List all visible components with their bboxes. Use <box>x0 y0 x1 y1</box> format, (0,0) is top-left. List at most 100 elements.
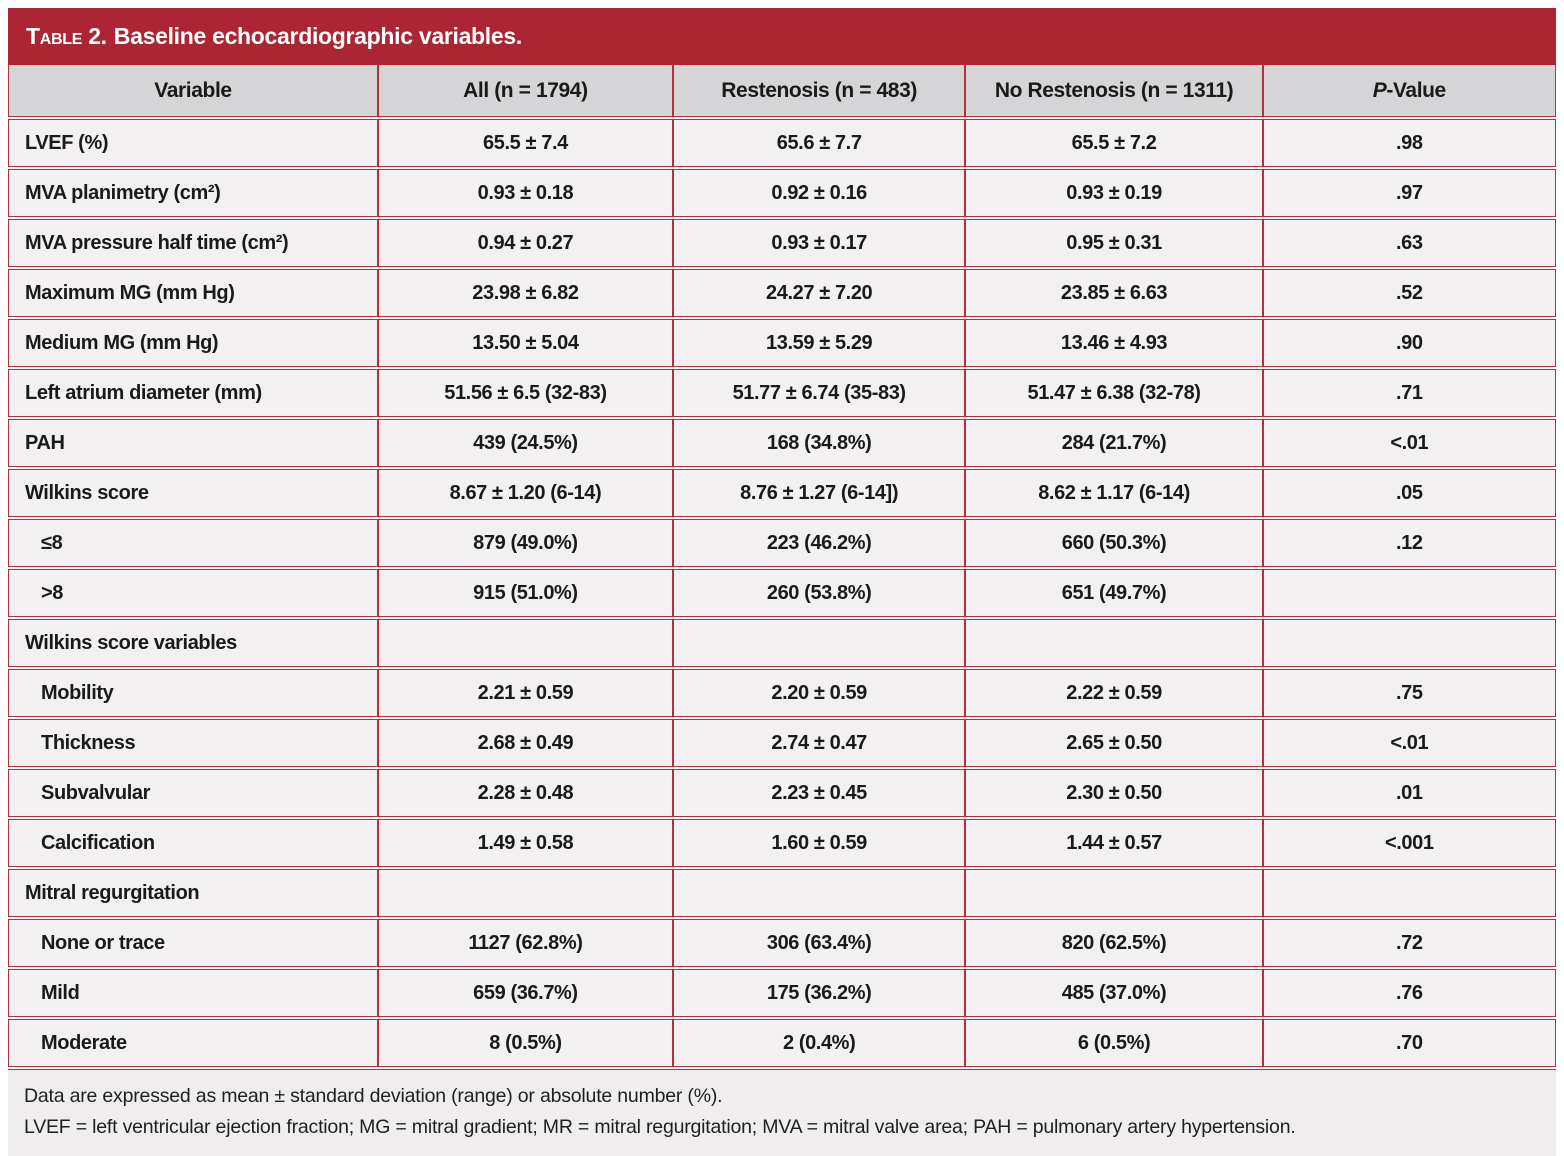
row-label: None or trace <box>8 919 378 967</box>
p-value-italic-p: P <box>1372 78 1387 102</box>
table-header: Variable All (n = 1794) Restenosis (n = … <box>8 64 1556 117</box>
cell-restenosis: 306 (63.4%) <box>672 919 966 967</box>
cell-no-restenosis: 65.5 ± 7.2 <box>965 119 1263 167</box>
table-row: None or trace 1127 (62.8%) 306 (63.4%) 8… <box>8 919 1556 967</box>
cell-all: 659 (36.7%) <box>377 969 673 1017</box>
cell-p-value: .52 <box>1262 269 1556 317</box>
row-label: Calcification <box>8 819 378 867</box>
cell-p-value: .63 <box>1262 219 1556 267</box>
col-header-restenosis: Restenosis (n = 483) <box>672 64 966 117</box>
cell-all: 1127 (62.8%) <box>377 919 673 967</box>
table-footnotes: Data are expressed as mean ± standard de… <box>8 1069 1556 1156</box>
cell-restenosis: 260 (53.8%) <box>672 569 966 617</box>
cell-all: 1.49 ± 0.58 <box>377 819 673 867</box>
table-row: ≤8 879 (49.0%) 223 (46.2%) 660 (50.3%) .… <box>8 519 1556 567</box>
cell-p-value: .72 <box>1262 919 1556 967</box>
table-row: Mitral regurgitation <box>8 869 1556 917</box>
cell-no-restenosis <box>965 869 1263 917</box>
cell-restenosis <box>672 619 966 667</box>
cell-restenosis: 8.76 ± 1.27 (6-14]) <box>672 469 966 517</box>
cell-p-value: .90 <box>1262 319 1556 367</box>
table-title-text: Baseline echocardiographic variables. <box>113 22 523 49</box>
cell-no-restenosis: 660 (50.3%) <box>965 519 1263 567</box>
cell-restenosis: 13.59 ± 5.29 <box>672 319 966 367</box>
row-label: Mild <box>8 969 378 1017</box>
table-title-banner: Table 2. Baseline echocardiographic varia… <box>8 8 1556 64</box>
cell-p-value: .75 <box>1262 669 1556 717</box>
row-label: PAH <box>8 419 378 467</box>
table-row: Wilkins score variables <box>8 619 1556 667</box>
row-label: Maximum MG (mm Hg) <box>8 269 378 317</box>
cell-no-restenosis: 820 (62.5%) <box>965 919 1263 967</box>
table-row: Calcification 1.49 ± 0.58 1.60 ± 0.59 1.… <box>8 819 1556 867</box>
cell-all: 439 (24.5%) <box>377 419 673 467</box>
cell-no-restenosis: 23.85 ± 6.63 <box>965 269 1263 317</box>
cell-all: 2.21 ± 0.59 <box>377 669 673 717</box>
cell-no-restenosis: 0.93 ± 0.19 <box>965 169 1263 217</box>
cell-p-value: .05 <box>1262 469 1556 517</box>
cell-p-value <box>1262 869 1556 917</box>
table-body: LVEF (%) 65.5 ± 7.4 65.6 ± 7.7 65.5 ± 7.… <box>8 119 1556 1067</box>
cell-restenosis: 2.23 ± 0.45 <box>672 769 966 817</box>
cell-p-value <box>1262 619 1556 667</box>
footnote-data-expression: Data are expressed as mean ± standard de… <box>24 1085 723 1107</box>
cell-p-value: <.01 <box>1262 719 1556 767</box>
table-row: LVEF (%) 65.5 ± 7.4 65.6 ± 7.7 65.5 ± 7.… <box>8 119 1556 167</box>
table-figure: Table 2. Baseline echocardiographic varia… <box>8 8 1556 1156</box>
row-label: Wilkins score variables <box>8 619 378 667</box>
col-header-no-restenosis: No Restenosis (n = 1311) <box>965 64 1263 117</box>
col-header-p-value: P-Value <box>1262 64 1556 117</box>
table-title: Table 2. Baseline echocardiographic varia… <box>26 23 522 50</box>
cell-p-value: .12 <box>1262 519 1556 567</box>
cell-restenosis <box>672 869 966 917</box>
table-row: Mobility 2.21 ± 0.59 2.20 ± 0.59 2.22 ± … <box>8 669 1556 717</box>
cell-all: 8 (0.5%) <box>377 1019 673 1067</box>
cell-no-restenosis: 6 (0.5%) <box>965 1019 1263 1067</box>
cell-all: 879 (49.0%) <box>377 519 673 567</box>
cell-restenosis: 0.92 ± 0.16 <box>672 169 966 217</box>
row-label: MVA planimetry (cm²) <box>8 169 378 217</box>
cell-no-restenosis: 2.30 ± 0.50 <box>965 769 1263 817</box>
cell-p-value: .76 <box>1262 969 1556 1017</box>
cell-restenosis: 175 (36.2%) <box>672 969 966 1017</box>
cell-no-restenosis: 485 (37.0%) <box>965 969 1263 1017</box>
cell-no-restenosis: 8.62 ± 1.17 (6-14) <box>965 469 1263 517</box>
cell-restenosis: 0.93 ± 0.17 <box>672 219 966 267</box>
cell-restenosis: 2.20 ± 0.59 <box>672 669 966 717</box>
p-value-rest: -Value <box>1386 78 1446 102</box>
cell-restenosis: 2 (0.4%) <box>672 1019 966 1067</box>
cell-restenosis: 65.6 ± 7.7 <box>672 119 966 167</box>
cell-restenosis: 51.77 ± 6.74 (35-83) <box>672 369 966 417</box>
cell-p-value <box>1262 569 1556 617</box>
cell-no-restenosis <box>965 619 1263 667</box>
row-label: Mobility <box>8 669 378 717</box>
table-row: Left atrium diameter (mm) 51.56 ± 6.5 (3… <box>8 369 1556 417</box>
cell-p-value: .98 <box>1262 119 1556 167</box>
table-row: MVA pressure half time (cm²) 0.94 ± 0.27… <box>8 219 1556 267</box>
table-row: Maximum MG (mm Hg) 23.98 ± 6.82 24.27 ± … <box>8 269 1556 317</box>
table-row: Moderate 8 (0.5%) 2 (0.4%) 6 (0.5%) .70 <box>8 1019 1556 1067</box>
table-number-label: Table 2. <box>26 22 107 49</box>
cell-all: 2.28 ± 0.48 <box>377 769 673 817</box>
row-label: Left atrium diameter (mm) <box>8 369 378 417</box>
cell-no-restenosis: 13.46 ± 4.93 <box>965 319 1263 367</box>
cell-no-restenosis: 2.22 ± 0.59 <box>965 669 1263 717</box>
row-label: >8 <box>8 569 378 617</box>
cell-p-value: .71 <box>1262 369 1556 417</box>
cell-all: 65.5 ± 7.4 <box>377 119 673 167</box>
header-row: Variable All (n = 1794) Restenosis (n = … <box>8 64 1556 117</box>
footnote-abbreviations: LVEF = left ventricular ejection fractio… <box>24 1116 1296 1139</box>
cell-no-restenosis: 1.44 ± 0.57 <box>965 819 1263 867</box>
row-label: MVA pressure half time (cm²) <box>8 219 378 267</box>
row-label: ≤8 <box>8 519 378 567</box>
cell-no-restenosis: 284 (21.7%) <box>965 419 1263 467</box>
cell-all <box>377 869 673 917</box>
cell-all <box>377 619 673 667</box>
baseline-echocardiographic-table: Variable All (n = 1794) Restenosis (n = … <box>8 62 1556 1069</box>
table-row: Wilkins score 8.67 ± 1.20 (6-14) 8.76 ± … <box>8 469 1556 517</box>
cell-p-value: .01 <box>1262 769 1556 817</box>
table-row: Thickness 2.68 ± 0.49 2.74 ± 0.47 2.65 ±… <box>8 719 1556 767</box>
cell-all: 51.56 ± 6.5 (32-83) <box>377 369 673 417</box>
row-label: Wilkins score <box>8 469 378 517</box>
cell-no-restenosis: 51.47 ± 6.38 (32-78) <box>965 369 1263 417</box>
